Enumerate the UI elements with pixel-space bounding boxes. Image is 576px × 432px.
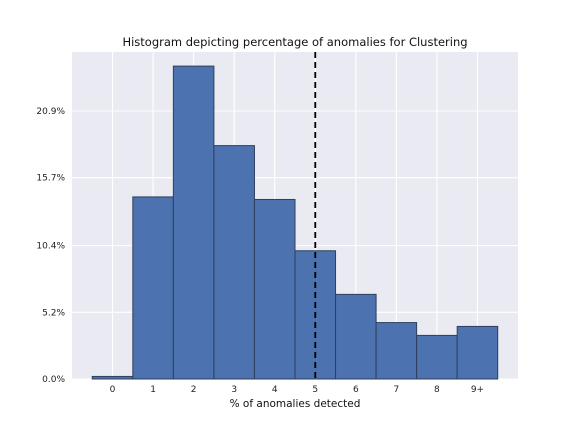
y-tick-label: 5.2% xyxy=(42,308,65,318)
histogram-bar xyxy=(132,196,174,380)
x-tick-label: 6 xyxy=(353,385,359,395)
x-tick-label: 2 xyxy=(191,385,197,395)
y-tick-labels: 0.0% 5.2% 10.4% 15.7% 20.9% xyxy=(36,107,65,385)
histogram-bar xyxy=(213,145,255,380)
x-tick-label: 5 xyxy=(312,385,318,395)
y-tick-label: 20.9% xyxy=(36,107,65,117)
histogram-bar xyxy=(416,334,458,380)
y-tick-label: 10.4% xyxy=(36,242,65,252)
y-tick-label: 15.7% xyxy=(36,174,65,184)
histogram-bar xyxy=(456,325,499,380)
histogram-bar xyxy=(172,65,215,380)
chart-title: Histogram depicting percentage of anomal… xyxy=(122,35,467,49)
histogram-bar xyxy=(375,322,418,380)
x-tick-label: 4 xyxy=(272,385,278,395)
y-tick-label: 0.0% xyxy=(42,375,65,385)
x-tick-labels: 0 1 2 3 4 5 6 7 8 9+ xyxy=(110,385,484,395)
x-tick-label: 0 xyxy=(110,385,116,395)
histogram-bar xyxy=(91,375,134,380)
histogram-bar xyxy=(253,198,296,380)
x-tick-label: 9+ xyxy=(471,385,484,395)
x-tick-label: 3 xyxy=(231,385,237,395)
x-tick-label: 7 xyxy=(393,385,399,395)
histogram-bar xyxy=(335,293,377,380)
x-axis-label: % of anomalies detected xyxy=(230,398,361,410)
x-tick-label: 8 xyxy=(434,385,440,395)
x-tick-label: 1 xyxy=(150,385,156,395)
